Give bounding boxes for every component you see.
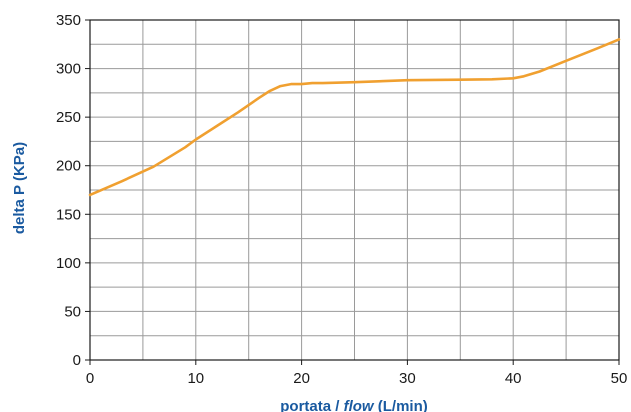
y-axis-ticks: 0 50 100 150 200 250 300 350	[56, 12, 90, 369]
x-tick-label: 20	[293, 370, 310, 387]
x-tick-label: 10	[187, 370, 204, 387]
y-tick-label: 100	[56, 255, 81, 272]
y-axis-title: delta P (KPa)	[11, 142, 28, 234]
x-axis-title-main: portata /	[280, 398, 343, 412]
x-tick-label: 30	[399, 370, 416, 387]
x-axis-title: portata / flow (L/min)	[280, 398, 428, 412]
y-tick-label: 200	[56, 158, 81, 175]
y-tick-label: 350	[56, 12, 81, 29]
y-tick-label: 300	[56, 61, 81, 78]
x-tick-label: 50	[611, 370, 628, 387]
y-tick-label: 250	[56, 109, 81, 126]
y-tick-label: 150	[56, 206, 81, 223]
x-tick-label: 0	[86, 370, 94, 387]
x-axis-title-italic: flow	[344, 398, 375, 412]
x-tick-label: 40	[505, 370, 522, 387]
y-tick-label: 0	[73, 352, 81, 369]
y-tick-label: 50	[64, 303, 81, 320]
x-axis-ticks: 0 10 20 30 40 50	[86, 360, 628, 387]
series-line	[88, 38, 621, 197]
x-axis-title-unit: (L/min)	[374, 398, 428, 412]
plot-frame	[89, 19, 620, 361]
gridlines	[90, 20, 619, 360]
